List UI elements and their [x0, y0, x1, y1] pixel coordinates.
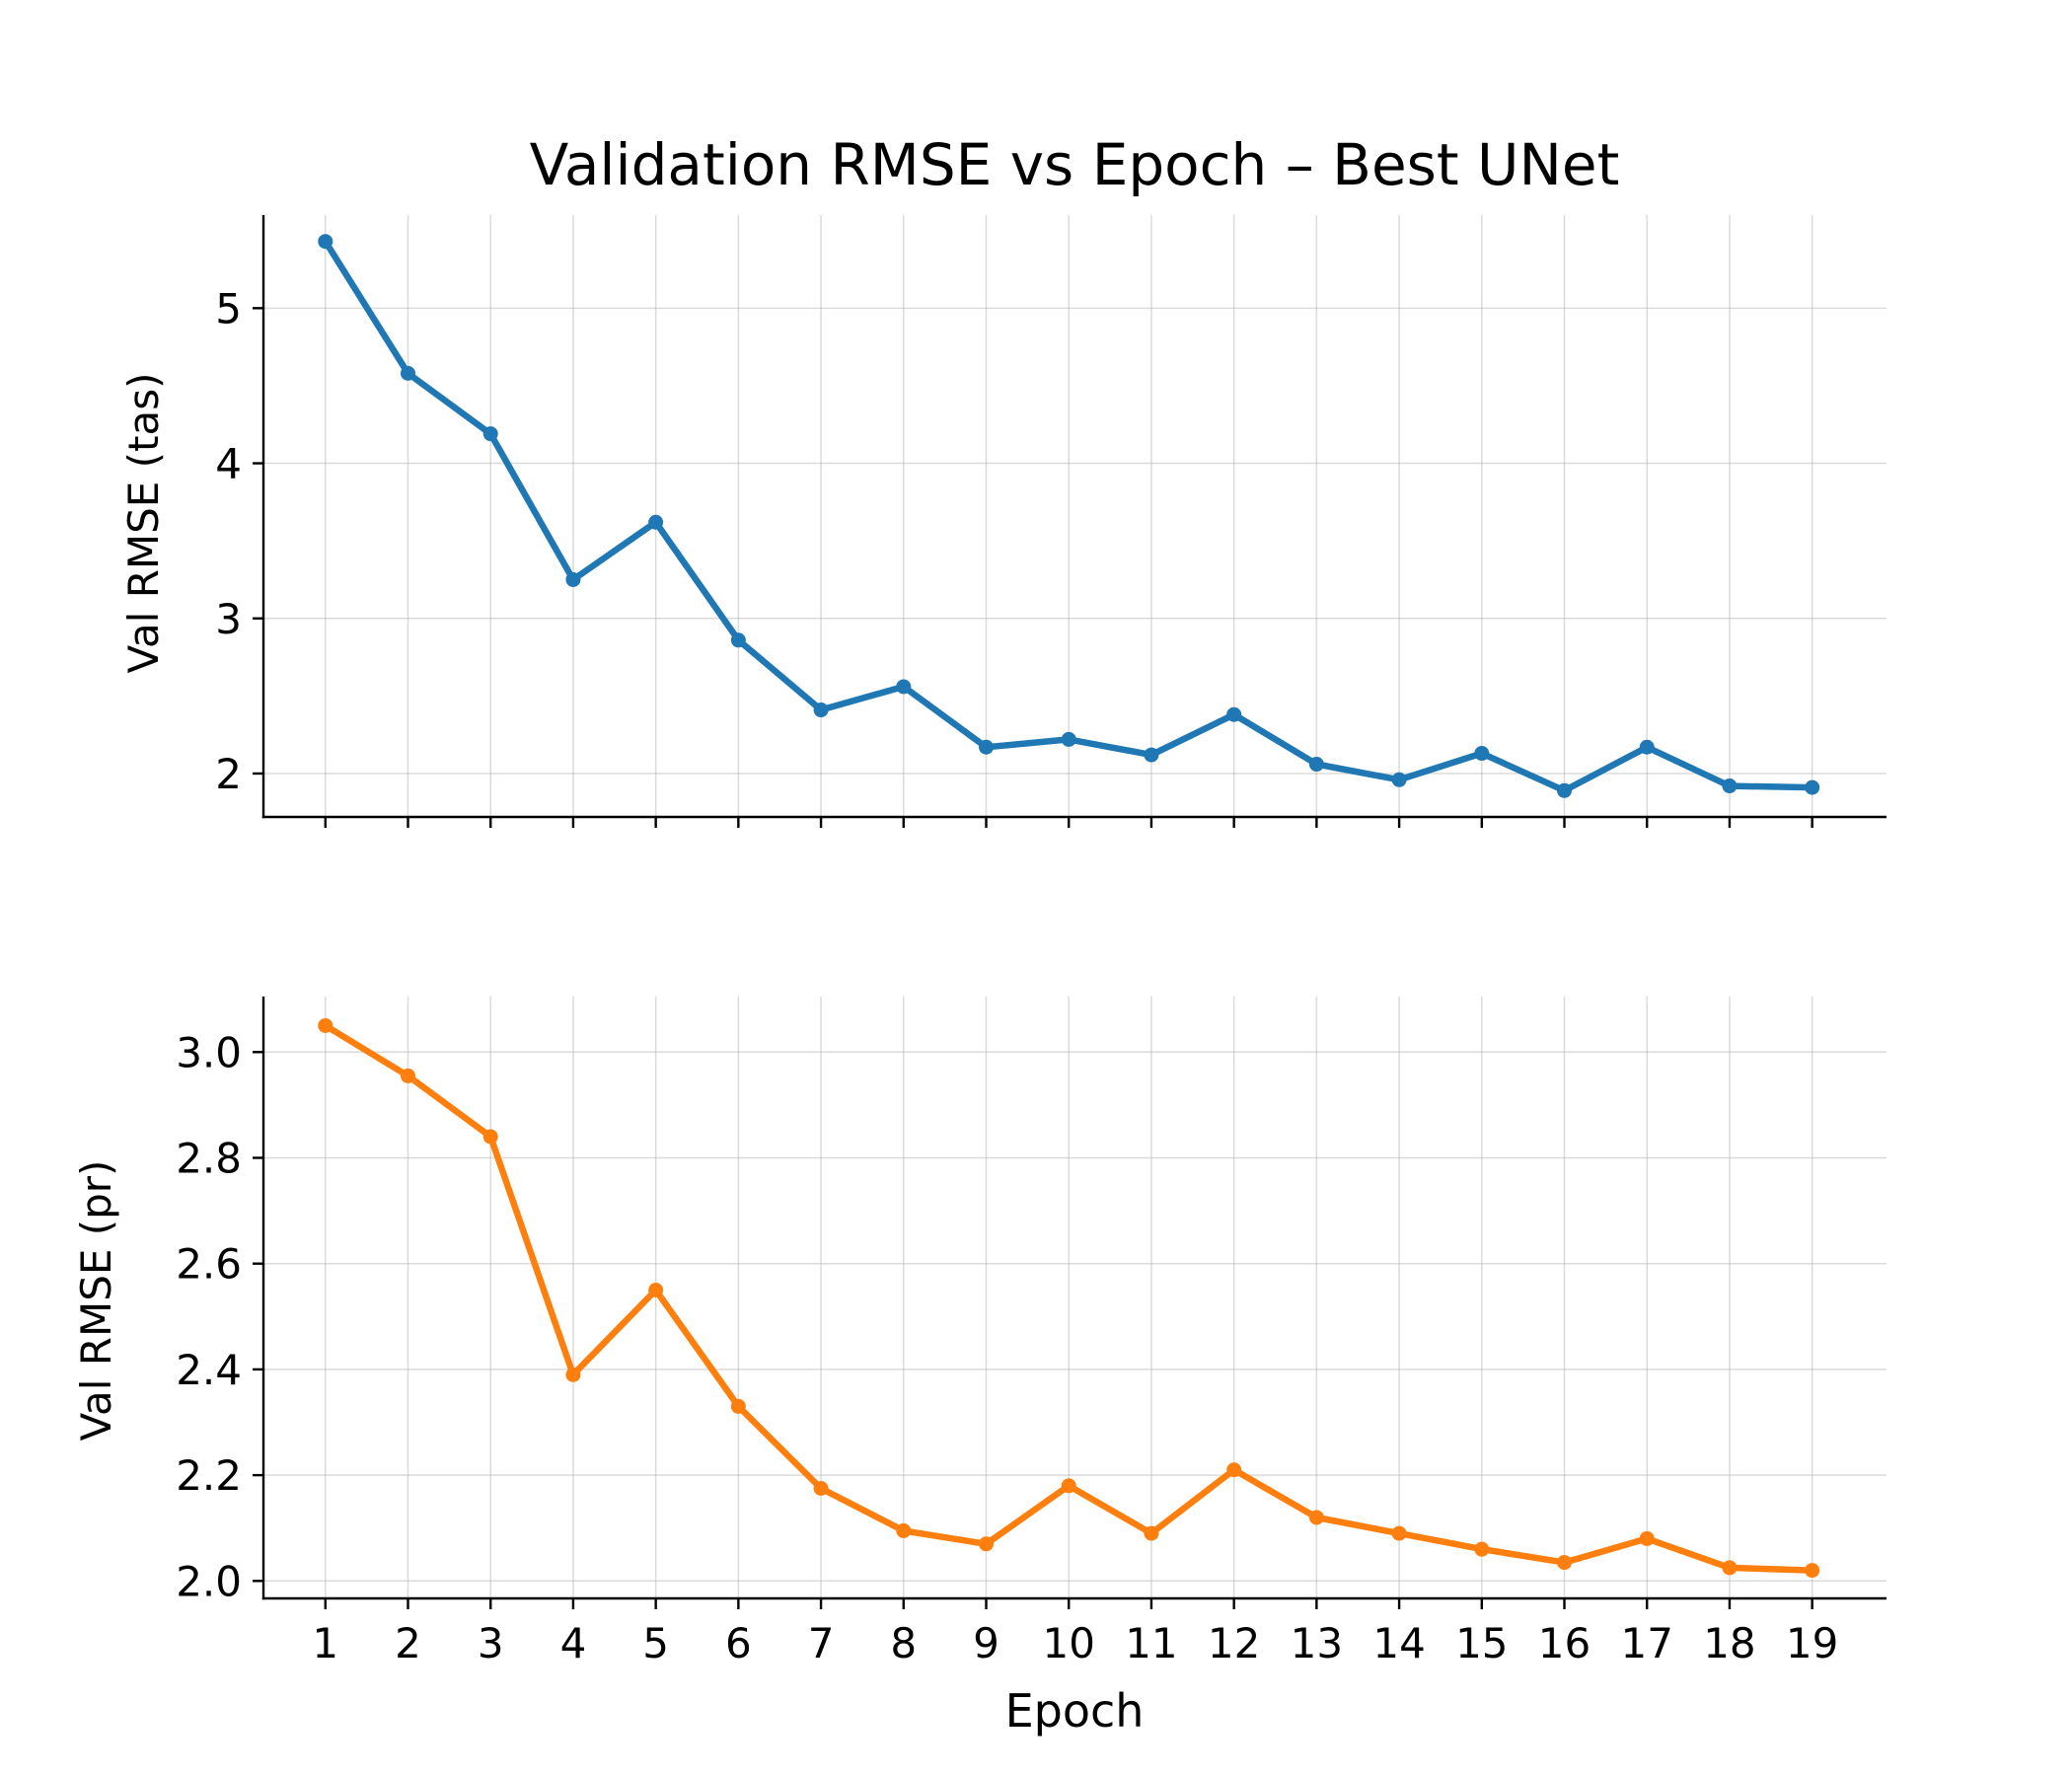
pr-x-tick-label: 4: [560, 1619, 587, 1667]
tas-data-point: [1557, 782, 1573, 798]
pr-x-tick-label: 7: [808, 1619, 835, 1667]
x-axis-label: Epoch: [1005, 1684, 1145, 1738]
tas-data-point: [1474, 746, 1490, 762]
pr-data-point: [730, 1398, 746, 1414]
pr-x-tick-label: 14: [1372, 1619, 1425, 1667]
pr-data-point: [1061, 1478, 1076, 1494]
pr-data-point: [401, 1068, 416, 1083]
tas-data-point: [648, 514, 664, 530]
tas-data-point: [1805, 779, 1820, 795]
tas-y-tick-label: 3: [215, 595, 242, 643]
tas-data-point: [1226, 706, 1242, 722]
pr-data-point: [979, 1536, 995, 1552]
pr-x-tick-label: 3: [478, 1619, 504, 1667]
pr-data-point: [1639, 1530, 1655, 1546]
tas-data-point: [1722, 778, 1738, 794]
tas-data-point: [896, 679, 912, 695]
tas-rmse-panel: 2 3 4 5 Val RMSE (tas): [119, 215, 1887, 828]
pr-y-tick-label: 2.8: [176, 1134, 242, 1182]
pr-y-tick-label: 2.4: [176, 1346, 242, 1394]
tas-data-point: [318, 234, 333, 250]
pr-x-tick-label: 6: [725, 1619, 752, 1667]
pr-y-tick-label: 2.0: [176, 1557, 242, 1605]
pr-rmse-panel: 2.02.22.42.62.83.01 2 3 4 5 6 7 8 9 10 11 12 13 14 15 1…: [72, 997, 1887, 1667]
tas-y-tick-label: 2: [215, 750, 242, 798]
pr-y-tick-label: 3.0: [176, 1028, 242, 1076]
pr-data-point: [1474, 1541, 1490, 1557]
tas-data-point: [1061, 731, 1076, 747]
tas-data-point: [1391, 772, 1407, 787]
pr-data-point: [1144, 1525, 1159, 1541]
pr-data-point: [648, 1282, 664, 1297]
tas-data-point: [1144, 747, 1159, 763]
pr-y-axis-label: Val RMSE (pr): [72, 1160, 120, 1442]
pr-x-tick-label: 8: [890, 1619, 917, 1667]
pr-y-tick-label: 2.2: [176, 1451, 242, 1500]
pr-x-tick-label: 19: [1786, 1619, 1838, 1667]
pr-x-tick-label: 18: [1703, 1619, 1755, 1667]
pr-x-tick-label: 13: [1291, 1619, 1343, 1667]
chart-title: Validation RMSE vs Epoch – Best UNet: [530, 131, 1620, 198]
pr-data-point: [1308, 1510, 1324, 1525]
tas-data-point: [1308, 757, 1324, 773]
pr-data-point: [318, 1017, 333, 1033]
tas-y-axis-label: Val RMSE (tas): [119, 372, 168, 673]
pr-y-tick-label: 2.6: [176, 1240, 242, 1289]
pr-data-point: [565, 1367, 581, 1382]
pr-data-point: [1805, 1563, 1820, 1579]
pr-data-point: [1391, 1525, 1407, 1541]
tas-data-point: [979, 739, 995, 755]
pr-data-point: [482, 1129, 498, 1145]
pr-x-tick-label: 5: [642, 1619, 669, 1667]
pr-x-tick-label: 17: [1620, 1619, 1672, 1667]
tas-data-point: [813, 703, 829, 718]
tas-data-point: [565, 571, 581, 587]
pr-data-point: [1557, 1555, 1573, 1571]
tas-data-point: [1639, 739, 1655, 755]
pr-data-point: [896, 1522, 912, 1538]
pr-x-tick-label: 10: [1042, 1619, 1094, 1667]
pr-x-tick-label: 2: [395, 1619, 421, 1667]
pr-x-tick-label: 1: [312, 1619, 338, 1667]
pr-x-tick-label: 9: [973, 1619, 999, 1667]
tas-y-tick-label: 4: [215, 440, 242, 488]
pr-data-point: [813, 1481, 829, 1497]
pr-data-point: [1722, 1560, 1738, 1576]
pr-x-tick-label: 16: [1538, 1619, 1591, 1667]
pr-x-tick-label: 11: [1125, 1619, 1177, 1667]
pr-x-tick-label: 12: [1208, 1619, 1260, 1667]
pr-x-tick-label: 15: [1455, 1619, 1508, 1667]
pr-data-point: [1226, 1462, 1242, 1478]
tas-y-tick-label: 5: [215, 284, 242, 333]
tas-data-point: [401, 365, 416, 381]
tas-data-point: [730, 632, 746, 648]
tas-data-point: [482, 426, 498, 442]
